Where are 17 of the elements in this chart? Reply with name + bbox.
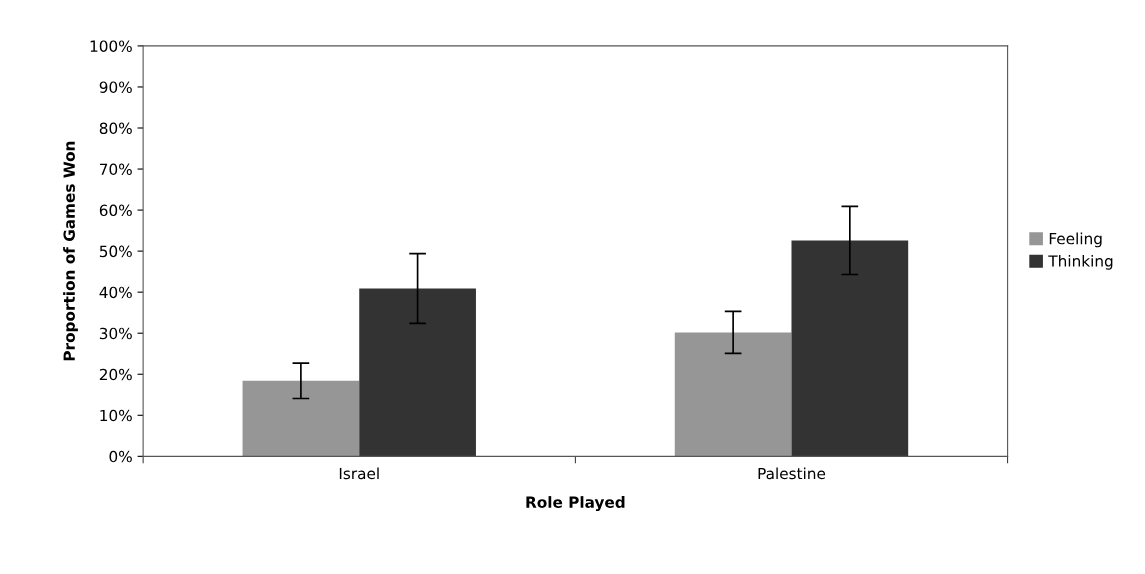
legend-label: Thinking — [1048, 254, 1113, 270]
y-tick-label: 70% — [100, 163, 132, 176]
y-tick-label: 80% — [99, 122, 132, 135]
y-tick-label: 60% — [99, 204, 132, 217]
y-axis-title: Proportion of Games Won — [63, 141, 78, 361]
y-tick-label: 10% — [100, 409, 132, 422]
y-tick-label: 0% — [109, 450, 132, 463]
y-tick-label: 30% — [99, 327, 132, 340]
x-tick-label: Palestine — [758, 467, 826, 480]
y-tick-label: 20% — [99, 368, 132, 381]
y-tick-label: 40% — [99, 286, 132, 299]
x-tick-label: Israel — [339, 467, 379, 480]
legend-label: Feeling — [1049, 232, 1102, 248]
y-tick-label: 100% — [90, 40, 132, 52]
y-tick-label: 90% — [99, 81, 132, 93]
x-axis-title: Role Played — [526, 496, 625, 512]
y-tick-label: 50% — [99, 245, 132, 258]
